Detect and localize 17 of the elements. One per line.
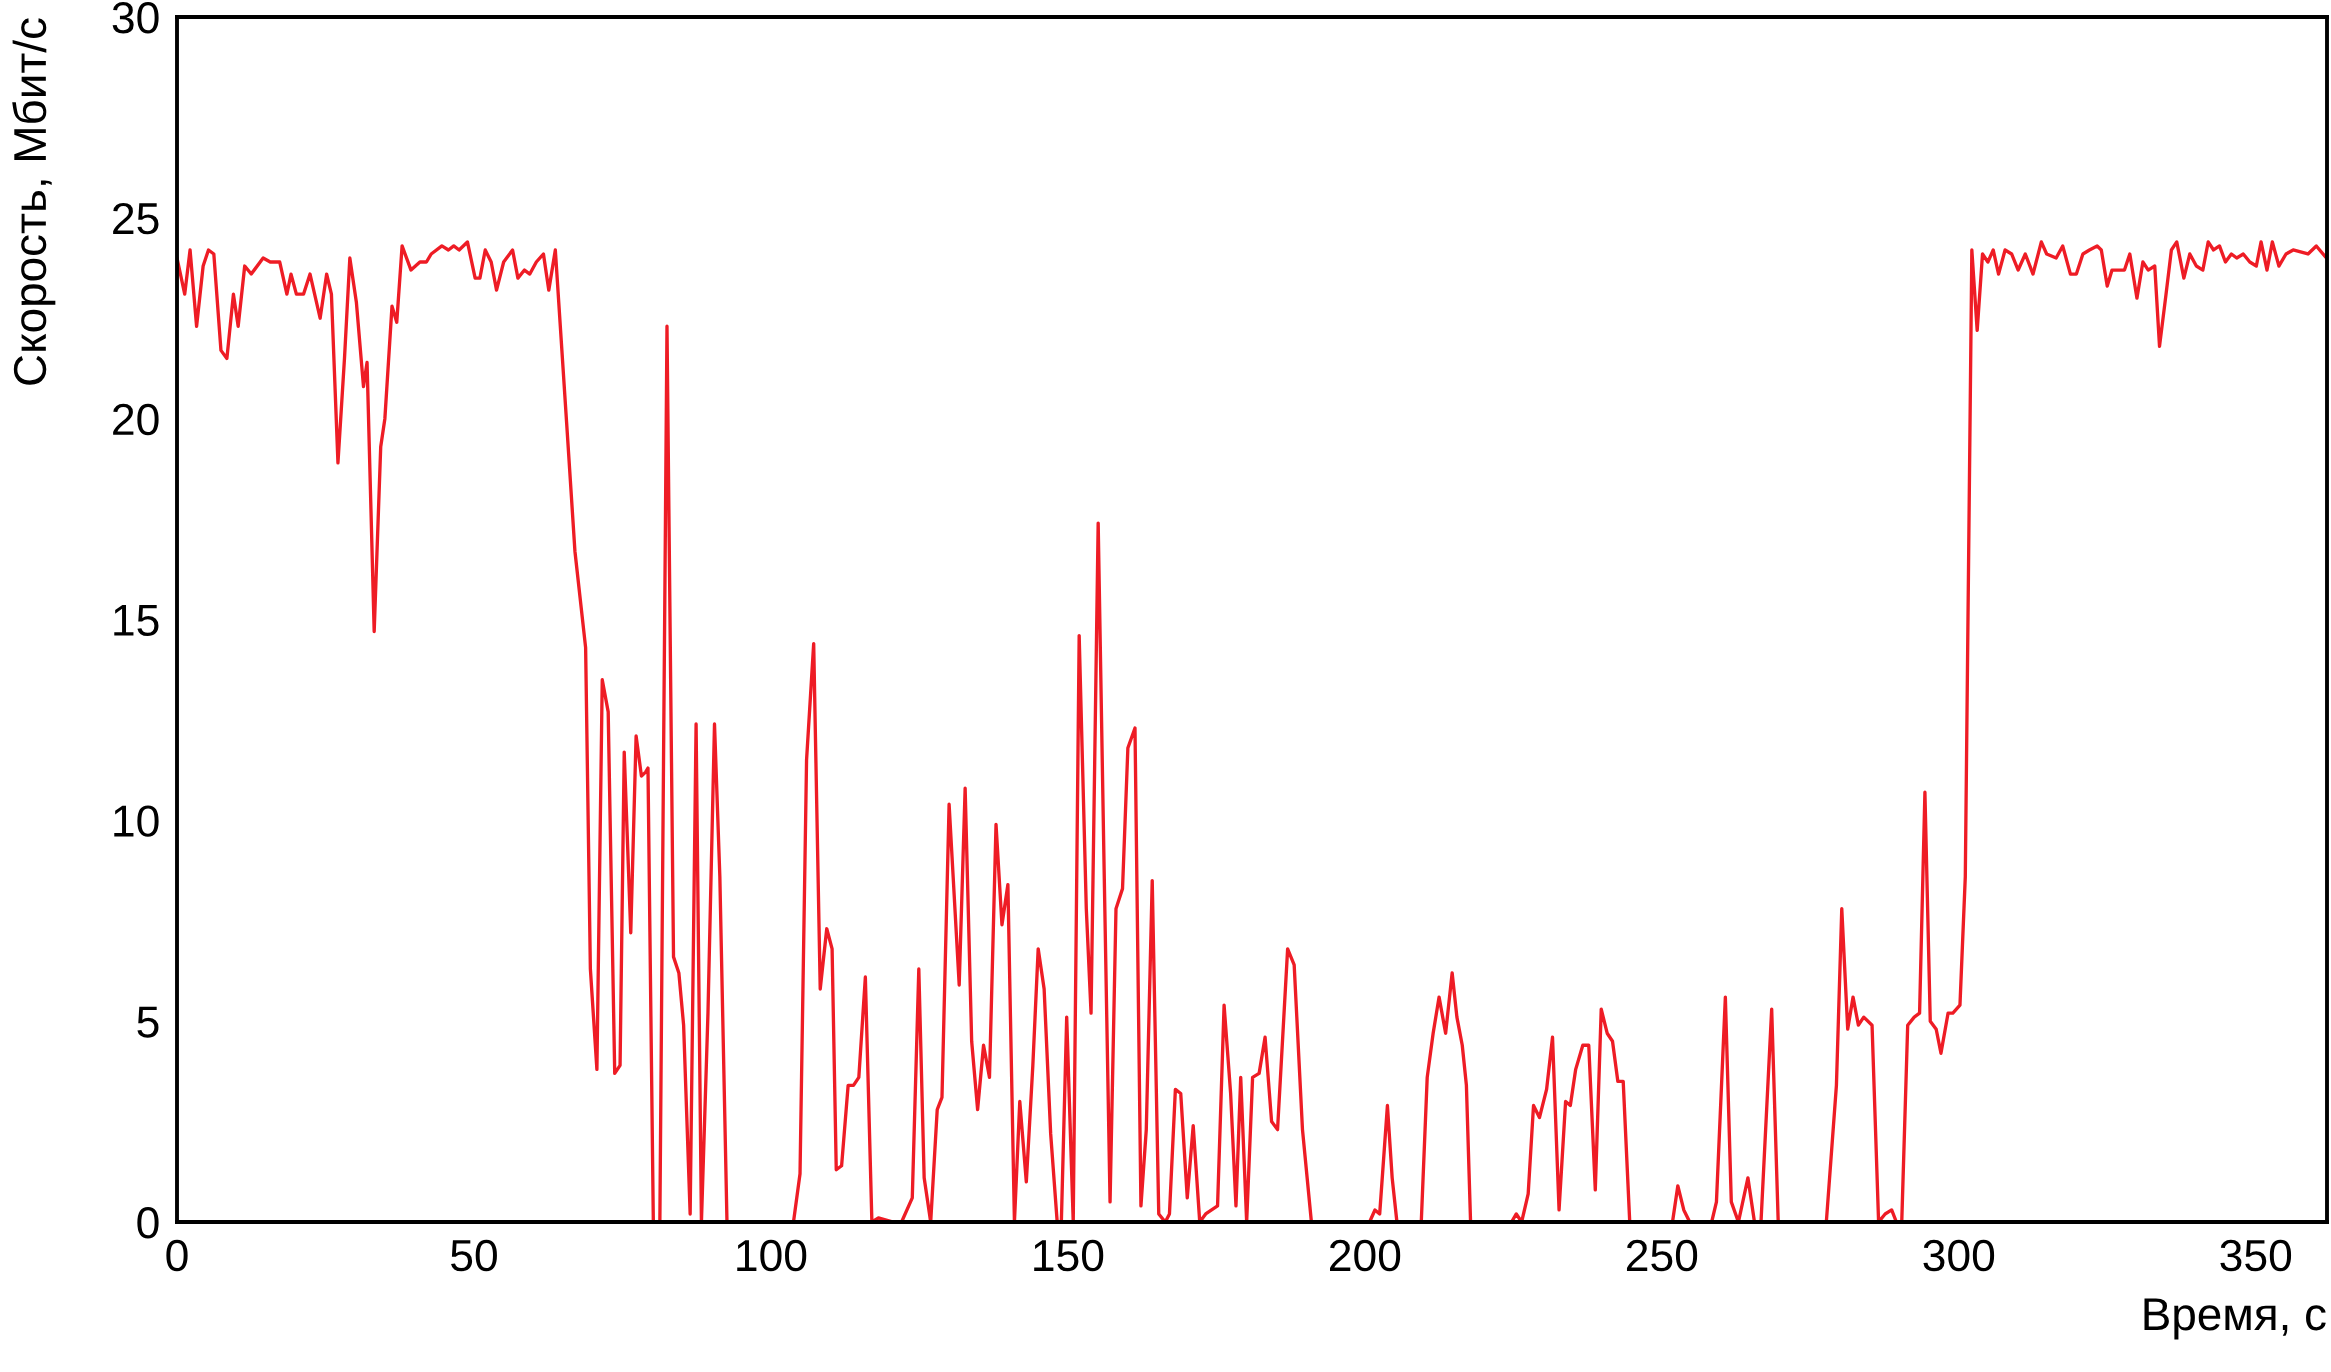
x-tick-label: 150 — [1034, 1239, 1104, 1272]
x-tick-label: 350 — [2220, 1239, 2292, 1272]
x-tick-label: 200 — [1330, 1239, 1401, 1272]
x-axis-title: Время, с — [2144, 1298, 2326, 1340]
x-tick-label: 100 — [737, 1239, 807, 1272]
y-tick-label: 0 — [137, 1207, 159, 1239]
y-tick-label: 15 — [114, 605, 159, 637]
x-tick-label: 300 — [1923, 1239, 1995, 1272]
x-tick-label: 50 — [451, 1239, 497, 1272]
y-tick-label: 25 — [113, 202, 159, 235]
y-tick-label: 5 — [137, 1006, 159, 1038]
y-tick-label: 30 — [112, 2, 159, 34]
y-tick-label: 10 — [114, 805, 159, 837]
y-tick-label: 20 — [113, 403, 159, 436]
x-tick-label: 0 — [166, 1239, 188, 1272]
y-axis-title: Скорость, Мбит/с — [12, 18, 56, 385]
x-tick-label: 250 — [1626, 1239, 1698, 1272]
